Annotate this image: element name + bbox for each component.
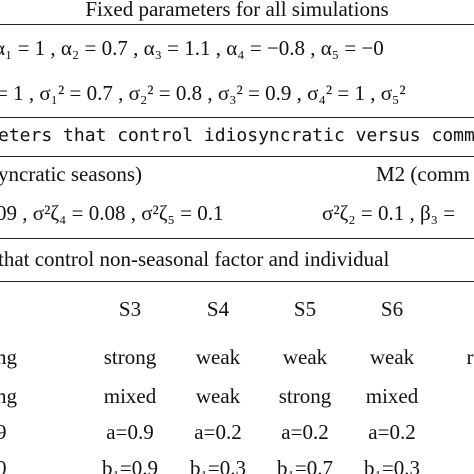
rule: [0, 24, 474, 25]
table-cell: weak: [195, 345, 241, 369]
parameter-values: σ²ζ₂ = 0.1 , β₃ =: [322, 201, 456, 225]
fixed-alpha: α₁ = 1 , α₂ = 0.7 , α₃ = 1.1 , α₄ = −0.8…: [0, 36, 384, 60]
rule: [0, 117, 474, 118]
table-cell: a=0.2: [368, 420, 416, 444]
table-cell: mixed: [365, 384, 419, 408]
rule: [0, 238, 474, 239]
table-cell: weak: [282, 345, 328, 369]
table-cell: b₁=0.7: [277, 456, 333, 474]
column-header: S5: [293, 297, 317, 321]
rule: [0, 281, 474, 282]
table-cell: b₁=0.3: [190, 456, 246, 474]
table-cell: b₁=0.3: [364, 456, 420, 474]
table-cell: 0: [0, 456, 7, 474]
table-cell: 9: [0, 420, 7, 444]
column-header: S3: [118, 297, 142, 321]
table-cell: weak: [369, 345, 415, 369]
table-cell: strong: [103, 345, 157, 369]
table-cell: b₁=0.9: [102, 456, 158, 474]
table-title: Fixed parameters for all simulations: [85, 0, 389, 21]
parameter-values: 09 , σ²ζ₄ = 0.08 , σ²ζ₅ = 0.1: [0, 201, 224, 225]
column-header: yncratic seasons): [0, 162, 143, 186]
table-cell: mixed: [103, 384, 157, 408]
table-cell: r: [466, 345, 474, 369]
table-cell: a=0.2: [194, 420, 242, 444]
section-title: that control non-seasonal factor and ind…: [0, 247, 390, 271]
column-header: M2 (comm: [376, 162, 470, 186]
table-cell: ng: [0, 384, 17, 408]
section-title: eters that control idiosyncratic versus …: [0, 125, 474, 146]
table-cell: weak: [195, 384, 241, 408]
table-cell: ng: [0, 345, 17, 369]
rule: [0, 156, 474, 157]
column-header: S6: [380, 297, 404, 321]
table-cell: strong: [278, 384, 332, 408]
column-header: S4: [206, 297, 230, 321]
table-cell: a=0.2: [281, 420, 329, 444]
fixed-sigma: = 1 , σ₁² = 0.7 , σ₂² = 0.8 , σ₃² = 0.9 …: [0, 81, 406, 105]
table-cell: a=0.9: [106, 420, 154, 444]
